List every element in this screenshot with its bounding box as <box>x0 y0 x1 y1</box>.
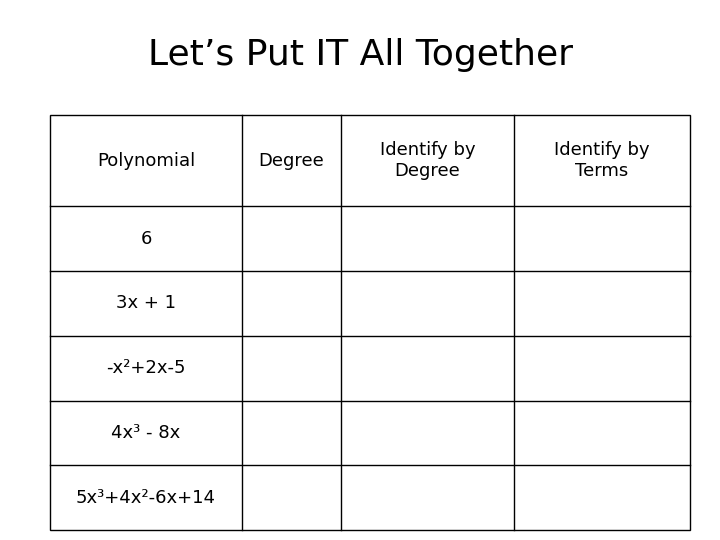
Text: Let’s Put IT All Together: Let’s Put IT All Together <box>148 38 572 72</box>
Text: Degree: Degree <box>258 152 325 170</box>
Text: -x²+2x-5: -x²+2x-5 <box>107 359 186 377</box>
Text: 6: 6 <box>140 230 152 248</box>
Text: 3x + 1: 3x + 1 <box>116 294 176 313</box>
Text: 4x³ - 8x: 4x³ - 8x <box>112 424 181 442</box>
Text: Polynomial: Polynomial <box>97 152 195 170</box>
Text: 5x³+4x²-6x+14: 5x³+4x²-6x+14 <box>76 489 216 507</box>
Text: Identify by
Degree: Identify by Degree <box>379 141 475 180</box>
Text: Identify by
Terms: Identify by Terms <box>554 141 650 180</box>
Bar <box>50 115 690 530</box>
